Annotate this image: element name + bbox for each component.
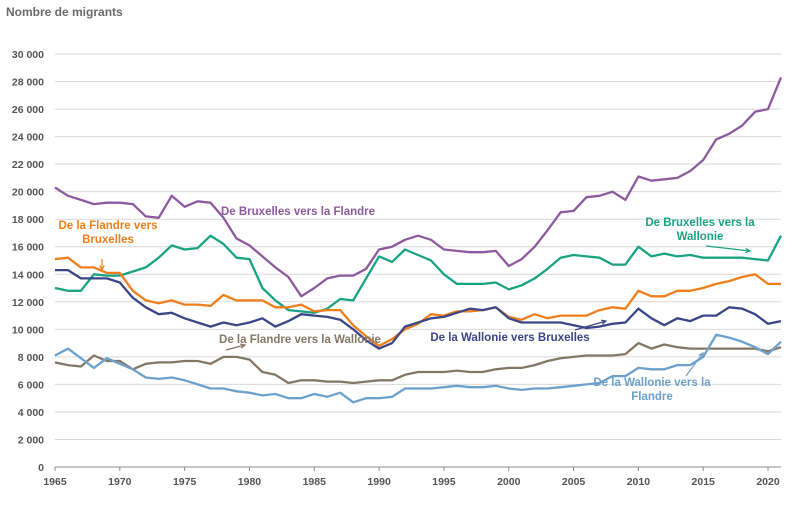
label-pointer: [225, 344, 246, 351]
series-line-5: [54, 333, 782, 404]
y-tick-label: 14 000: [12, 269, 44, 281]
series-label-4: De la Flandre vers la Wallonie: [219, 334, 381, 346]
x-tick-label: 2000: [497, 476, 521, 488]
y-tick-label: 2 000: [18, 434, 44, 446]
series-label-1: De Bruxelles vers la Wallonie: [645, 217, 755, 243]
x-tick-label: 2010: [627, 476, 651, 488]
y-tick-label: 12 000: [12, 297, 44, 309]
series-lines: [54, 76, 783, 404]
x-tick-label: 2020: [756, 476, 780, 488]
x-tick-label: 2005: [562, 476, 586, 488]
x-axis: 1965 1970 1975 1980 1985 1990 1995 2000 2005 2010…: [43, 466, 781, 488]
series-label-0: De Bruxelles vers la Flandre: [221, 206, 375, 218]
y-axis-title: Nombre de migrants: [6, 5, 123, 19]
x-tick-label: 1995: [432, 476, 456, 488]
series-line-4: [54, 341, 782, 385]
x-tick-label: 1990: [367, 476, 391, 488]
y-tick-label: 28 000: [12, 77, 44, 89]
series-label-3: De la Wallonie vers Bruxelles: [430, 332, 589, 344]
y-tick-label: 26 000: [12, 104, 44, 116]
y-tick-label: 0: [38, 462, 44, 474]
series-line-2: [54, 256, 781, 348]
x-tick-label: 1980: [238, 476, 262, 488]
label-arrowhead: [99, 265, 105, 272]
x-tick-label: 1965: [43, 476, 67, 488]
x-tick-label: 1985: [303, 476, 327, 488]
series-line-0: [54, 76, 783, 298]
label-pointer: [705, 245, 751, 252]
label-arrowhead: [698, 351, 704, 359]
x-tick-label: 1970: [108, 476, 132, 488]
label-arrowhead: [239, 343, 247, 349]
label-arrowhead: [600, 319, 608, 325]
y-tick-label: 8 000: [18, 352, 44, 364]
series-label-2: De la Flandre vers Bruxelles: [58, 220, 157, 246]
series-labels: De Bruxelles vers la Flandre De Bruxelles…: [58, 206, 755, 403]
label-pointer: [574, 320, 607, 331]
y-tick-label: 18 000: [12, 214, 44, 226]
gridlines: [55, 53, 781, 440]
x-tick-label: 1975: [173, 476, 197, 488]
series-line-3: [55, 268, 782, 350]
label-arrowhead: [745, 247, 752, 254]
y-tick-label: 10 000: [12, 324, 44, 336]
label-pointer: [685, 352, 704, 377]
series-label-5: De la Wallonie vers la Flandre: [593, 377, 711, 403]
y-tick-label: 20 000: [12, 187, 44, 199]
y-tick-label: 4 000: [18, 407, 44, 419]
y-tick-label: 16 000: [12, 242, 44, 254]
series-line-1: [54, 234, 783, 314]
y-tick-label: 6 000: [18, 379, 44, 391]
y-tick-label: 24 000: [12, 132, 44, 144]
y-tick-label: 22 000: [12, 159, 44, 171]
x-tick-label: 2015: [692, 476, 716, 488]
y-tick-label: 30 000: [12, 49, 44, 61]
y-axis-ticks: 0 2 000 4 000 6 000 8 000 10 000 12 000 14 000 1…: [12, 49, 44, 474]
